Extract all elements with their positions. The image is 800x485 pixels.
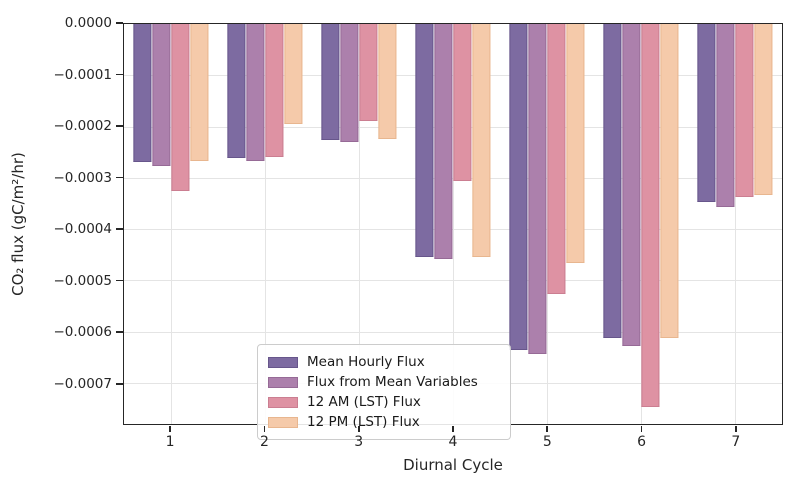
- y-tick-mark: [116, 176, 123, 179]
- x-tick-label: 1: [165, 434, 175, 450]
- legend-swatch: [268, 416, 298, 428]
- bar-series: [227, 24, 246, 159]
- x-tick-label: 7: [731, 434, 741, 450]
- bar-series: [415, 24, 434, 258]
- x-tick-mark: [169, 426, 171, 432]
- bar-series: [547, 24, 566, 294]
- x-tick-label: 3: [354, 434, 364, 450]
- y-tick-label: 0.0000: [64, 15, 112, 31]
- bar-series: [603, 24, 622, 339]
- legend: Mean Hourly Flux Flux from Mean Variables…: [257, 344, 511, 440]
- bar-group-6: [603, 24, 679, 424]
- legend-swatch: [268, 356, 298, 368]
- y-tick-mark: [116, 73, 123, 76]
- bar-series: [152, 24, 171, 167]
- bar-series: [754, 24, 773, 196]
- bar-series: [735, 24, 754, 197]
- y-tick-label: −0.0003: [53, 169, 112, 186]
- legend-swatch: [268, 376, 298, 388]
- x-gridline: [734, 24, 736, 424]
- x-tick-label: 4: [448, 434, 458, 450]
- bar-series: [265, 24, 284, 157]
- x-tick-mark: [640, 426, 643, 432]
- bar-group-7: [697, 24, 773, 424]
- x-tick-mark: [735, 426, 737, 432]
- bar-series: [697, 24, 716, 202]
- bar-series: [190, 24, 209, 162]
- bar-group-3: [321, 24, 397, 424]
- bar-series: [716, 24, 735, 207]
- y-tick-mark: [116, 125, 123, 127]
- bar-series: [378, 24, 397, 139]
- bar-series: [566, 24, 585, 264]
- x-tick-label: 2: [259, 434, 269, 450]
- x-tick-mark: [546, 426, 549, 432]
- x-tick-mark: [452, 426, 454, 432]
- y-tick-label: −0.0006: [53, 324, 112, 341]
- bar-series: [622, 24, 641, 347]
- y-tick-label: −0.0005: [53, 272, 112, 289]
- legend-item: 12 AM (LST) Flux: [268, 394, 500, 410]
- bar-series: [321, 24, 340, 141]
- y-tick-mark: [116, 382, 123, 385]
- bar-series: [434, 24, 453, 259]
- legend-item: Flux from Mean Variables: [268, 374, 500, 390]
- x-tick-label: 5: [542, 434, 552, 450]
- x-tick-mark: [263, 426, 266, 432]
- x-gridline: [265, 24, 266, 424]
- legend-label: Mean Hourly Flux: [307, 354, 425, 370]
- bar-group-5: [509, 24, 585, 424]
- legend-label: Flux from Mean Variables: [307, 374, 478, 390]
- bar-group-4: [415, 24, 491, 424]
- bar-series: [528, 24, 547, 355]
- bar-series: [171, 24, 190, 191]
- plot-area: Mean Hourly Flux Flux from Mean Variables…: [123, 23, 783, 440]
- legend-label: 12 AM (LST) Flux: [307, 394, 421, 410]
- y-tick-mark: [116, 331, 123, 334]
- bar-series: [660, 24, 679, 338]
- legend-swatch: [268, 396, 298, 408]
- bar-group-2: [227, 24, 303, 424]
- y-tick-label: −0.0002: [53, 118, 112, 135]
- bar-group-1: [133, 24, 209, 424]
- bar-series: [284, 24, 303, 124]
- y-tick-label: −0.0001: [53, 66, 112, 83]
- y-tick-mark: [116, 279, 123, 282]
- x-tick-label: 6: [637, 434, 647, 450]
- bar-series: [359, 24, 378, 121]
- legend-label: 12 PM (LST) Flux: [307, 414, 420, 430]
- legend-item: Mean Hourly Flux: [268, 354, 500, 370]
- y-tick-label: −0.0007: [53, 375, 112, 392]
- y-tick-mark: [116, 228, 123, 230]
- bar-series: [453, 24, 472, 182]
- x-gridline: [171, 24, 172, 424]
- x-axis-label: Diurnal Cycle: [403, 456, 503, 474]
- legend-item: 12 PM (LST) Flux: [268, 414, 500, 430]
- y-axis-label: CO₂ flux (gC/m²/hr): [9, 152, 27, 296]
- bar-series: [641, 24, 660, 407]
- y-tick-mark: [116, 22, 123, 24]
- y-tick-label: −0.0004: [53, 221, 112, 238]
- x-gridline: [359, 24, 360, 424]
- bar-series: [246, 24, 265, 162]
- bar-series: [509, 24, 528, 350]
- bar-series: [472, 24, 491, 258]
- bar-series: [133, 24, 152, 163]
- x-gridline: [453, 24, 454, 424]
- x-tick-mark: [357, 426, 360, 432]
- bar-series: [340, 24, 359, 143]
